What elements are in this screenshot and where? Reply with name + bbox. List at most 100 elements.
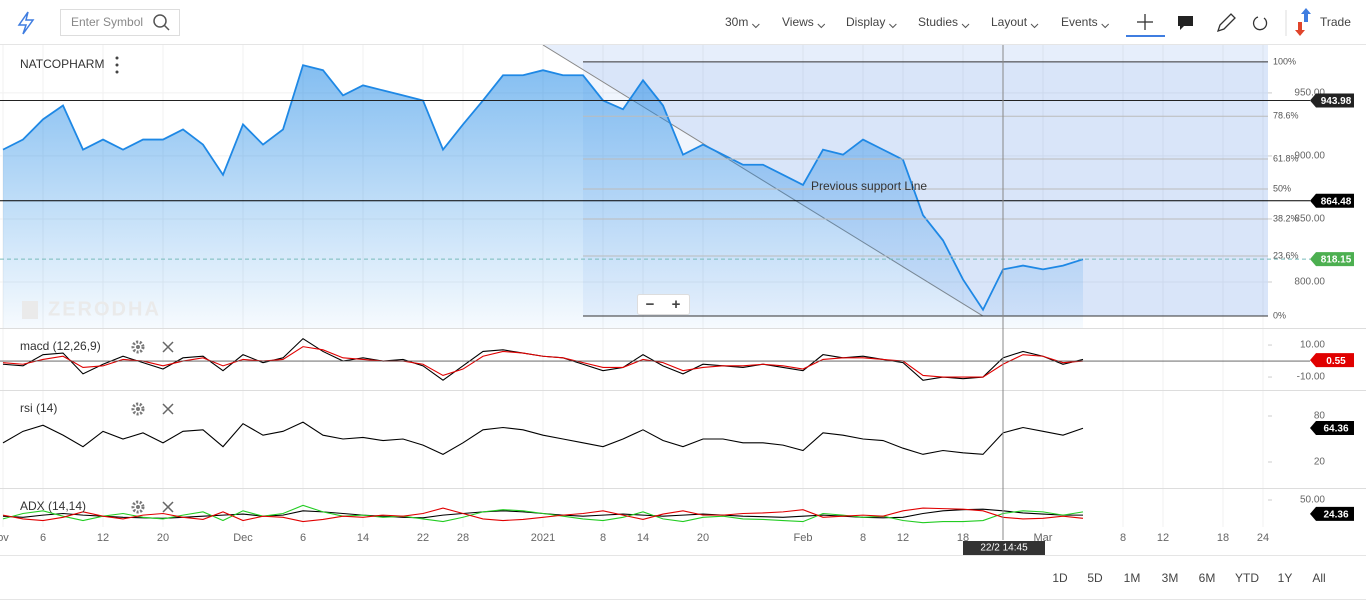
x-tick-label: 12 [97,532,109,544]
zoom-box [637,294,690,315]
fib-label: 0% [1273,310,1286,320]
x-tick-label: 22 [417,532,429,544]
panel [2,504,1084,524]
logo-icon[interactable] [17,11,35,35]
interval-menu[interactable]: 30m [725,15,748,29]
annotation: Previous support Line [811,179,927,193]
menu-item[interactable]: Views [782,15,814,29]
settings-icon [136,407,140,411]
settings-icon [136,505,140,509]
x-tick-label: 28 [457,532,469,544]
symbol-placeholder: Enter Symbol [71,15,143,29]
value-tag-label: 818.15 [1321,255,1352,266]
menu-item[interactable]: Events [1061,15,1098,29]
range-button[interactable]: 5D [1087,571,1103,585]
price-line [2,64,1084,312]
close-icon[interactable] [162,341,174,353]
menu-item[interactable]: Display [846,15,885,29]
fib-label: 38.2% [1273,213,1299,223]
menu-dots[interactable] [115,56,119,60]
value-tag [1310,506,1354,521]
chevron [817,23,826,29]
fib-label: 61.8% [1273,153,1299,163]
price-area [3,65,1083,329]
menu-dots[interactable] [115,70,119,74]
chevron [751,23,760,29]
fib-label: 23.6% [1273,250,1299,260]
range-button[interactable]: 3M [1162,571,1179,585]
y-tick-label: 800.00 [1294,277,1325,288]
trade-button[interactable]: Trade [1320,15,1351,29]
watermark-icon [22,301,38,319]
x-tick-label: 6 [40,532,46,544]
y-tick-label: -10.00 [1297,372,1326,383]
value-tag [1310,252,1354,267]
x-tick-label: 14 [357,532,369,544]
close-icon[interactable] [162,501,174,513]
x-tick-label: Dec [233,532,253,544]
menu-item[interactable]: Studies [918,15,958,29]
menu-item[interactable]: Layout [991,15,1028,29]
range-button[interactable]: All [1312,571,1325,585]
value-tag-label: 24.36 [1323,509,1348,520]
settings-icon [136,345,140,349]
y-tick-label: 10.00 [1300,340,1325,351]
value-tag [1310,93,1354,108]
crosshair-label: 22/2 14:45 [980,543,1028,554]
close-icon[interactable] [162,403,174,415]
watermark: ZERODHA [48,298,161,320]
chevron [961,23,970,29]
value-tag [1310,353,1354,368]
search-icon [153,14,167,28]
x-tick-label: 20 [157,532,169,544]
settings-icon[interactable] [131,500,145,514]
x-tick-label: 12 [897,532,909,544]
zoom-button[interactable]: + [672,296,681,313]
x-tick-label: 12 [1157,532,1169,544]
settings-icon[interactable] [131,402,145,416]
indicator-line [2,507,1084,523]
trade-icon [1295,22,1305,36]
settings-icon[interactable] [131,340,145,354]
menu-dots[interactable] [115,63,119,67]
panel-title: NATCOPHARM [20,57,104,71]
reset-icon[interactable] [1252,16,1268,31]
x-tick-label: ov [0,532,9,544]
y-tick-label: 20 [1314,457,1326,468]
value-tag-label: 64.36 [1323,424,1348,435]
panel-title: rsi (14) [20,401,57,415]
x-tick-label: 18 [957,532,969,544]
indicator-line [2,421,1084,455]
y-tick-label: 850.00 [1294,214,1325,225]
panel [2,421,1084,455]
x-tick-label: 20 [697,532,709,544]
trade-icon[interactable] [1301,8,1311,22]
range-button[interactable]: YTD [1235,571,1259,585]
range-button[interactable]: 1D [1052,571,1068,585]
value-tag [1310,193,1354,208]
value-tag-label: 864.48 [1321,196,1352,207]
x-tick-label: 14 [637,532,649,544]
zoom-button[interactable]: − [646,296,655,313]
fib-label: 78.6% [1273,111,1299,121]
value-tag [1310,420,1354,435]
symbol-search[interactable] [60,9,180,36]
panel-title: macd (12,26,9) [20,339,101,353]
x-tick-label: Feb [794,532,813,544]
y-tick-label: 950.00 [1294,88,1325,99]
x-tick-label: 8 [1120,532,1126,544]
panel-title: ADX (14,14) [20,499,86,513]
draw-icon[interactable] [1216,13,1236,33]
comment-icon[interactable] [1178,16,1193,30]
range-button[interactable]: 1M [1124,571,1141,585]
y-tick-label: 900.00 [1294,151,1325,162]
x-tick-label: Mar [1034,532,1053,544]
range-button[interactable]: 1Y [1278,571,1293,585]
value-tag-label: 0.55 [1326,356,1346,367]
fib-label: 50% [1273,183,1291,193]
x-tick-label: 18 [1217,532,1229,544]
range-button[interactable]: 6M [1199,571,1216,585]
indicator-line [2,504,1084,524]
x-tick-label: 8 [860,532,866,544]
